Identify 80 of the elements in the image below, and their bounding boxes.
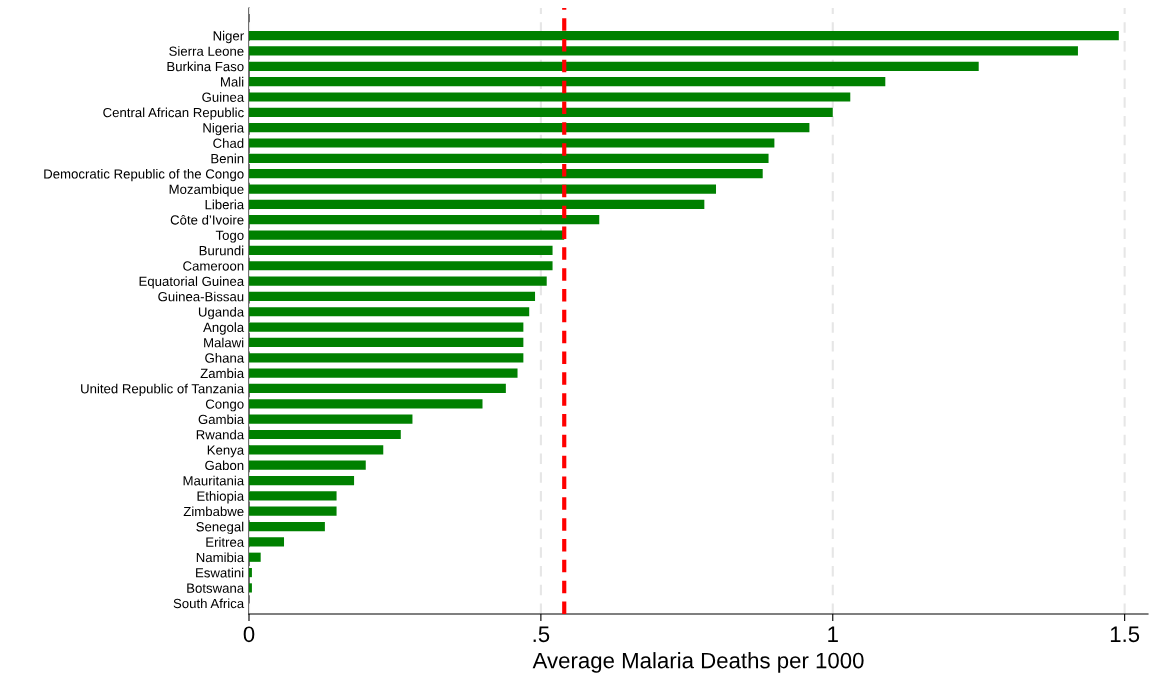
bar [249, 261, 553, 271]
y-tick-label: Senegal [196, 521, 244, 535]
bar [249, 521, 325, 532]
y-tick-label: Kenya [207, 445, 245, 458]
bar [249, 92, 851, 102]
y-tick-label: United Republic of Tanzania [81, 383, 245, 396]
x-tick-label: 1 [828, 626, 838, 642]
bar [249, 230, 565, 240]
bar [249, 583, 252, 593]
bar [249, 537, 285, 547]
bar [249, 337, 524, 348]
bar [249, 353, 524, 363]
y-tick-label: Zambia [200, 368, 245, 379]
y-tick-label: Ghana [205, 353, 245, 363]
y-tick-label: Congo [205, 399, 244, 412]
bar [249, 153, 769, 163]
bar [249, 199, 705, 209]
y-tick-label: Angola [203, 322, 245, 335]
y-tick-label: Namibia [196, 552, 245, 563]
x-tick-label: .5 [533, 626, 550, 643]
y-tick-label: Sierra Leone [169, 46, 244, 56]
x-axis-title: Average Malaria Deaths per 1000 [532, 652, 864, 673]
bar [249, 414, 413, 424]
bar [249, 491, 337, 501]
y-tick-label: Gabon [205, 460, 244, 471]
y-tick-label: Equatorial Guinea [139, 276, 245, 289]
bar [249, 291, 536, 302]
x-tick-label: 0 [243, 626, 255, 643]
y-tick-label: Uganda [198, 306, 245, 320]
y-tick-label: Rwanda [196, 429, 245, 440]
bar [249, 123, 810, 133]
bar [249, 77, 886, 87]
y-tick-label: Democratic Republic of the Congo [44, 168, 244, 182]
y-tick-label: Mauritania [183, 475, 245, 486]
bar [249, 276, 547, 286]
y-tick-label: Mali [221, 76, 244, 87]
y-tick-label: Cameroon [183, 261, 244, 271]
y-tick-label: Malawi [204, 337, 244, 348]
y-tick-label: Togo [215, 230, 244, 243]
bar [249, 46, 1078, 56]
bar [249, 445, 384, 455]
bar [249, 460, 366, 470]
y-tick-label: Mozambique [169, 184, 244, 197]
y-tick-label: Eritrea [206, 537, 245, 547]
bar [249, 184, 717, 194]
y-tick-label: Eswatini [196, 567, 244, 578]
y-tick-label: Zimbabwe [183, 506, 244, 517]
bar [249, 245, 553, 255]
bar [249, 429, 401, 440]
y-tick-label: Central African Republic [103, 107, 244, 120]
y-tick-label: Gambia [198, 414, 245, 425]
y-tick-label: Niger [213, 30, 244, 44]
y-tick-label: Botswana [187, 583, 245, 593]
bar [249, 506, 337, 516]
y-tick-label: Benin [211, 153, 244, 164]
y-tick-label: Burundi [199, 245, 244, 256]
bar [249, 31, 1119, 41]
bar [249, 215, 600, 225]
y-tick-label: Guinea-Bissau [158, 291, 244, 302]
bar [249, 169, 763, 179]
bar [249, 138, 775, 148]
y-tick-label: Nigeria [203, 122, 245, 136]
y-tick-label: Chad [213, 138, 244, 148]
bar [249, 322, 524, 332]
y-tick-label: Côte d’Ivoire [170, 214, 244, 225]
x-tick-label: 1.5 [1110, 626, 1140, 643]
y-tick-label: Guinea [202, 92, 245, 102]
y-tick-label: Ethiopia [197, 491, 245, 504]
bar [249, 552, 261, 562]
bar [249, 383, 506, 394]
y-tick-label: Burkina Faso [167, 61, 244, 72]
bar [249, 399, 483, 409]
y-tick-label: South Africa [173, 598, 245, 609]
bar [249, 475, 355, 486]
bar [249, 61, 979, 71]
bar [249, 107, 833, 117]
bar [249, 368, 518, 378]
bar [249, 567, 252, 578]
y-tick-label: Liberia [205, 199, 245, 210]
bar [249, 307, 530, 317]
